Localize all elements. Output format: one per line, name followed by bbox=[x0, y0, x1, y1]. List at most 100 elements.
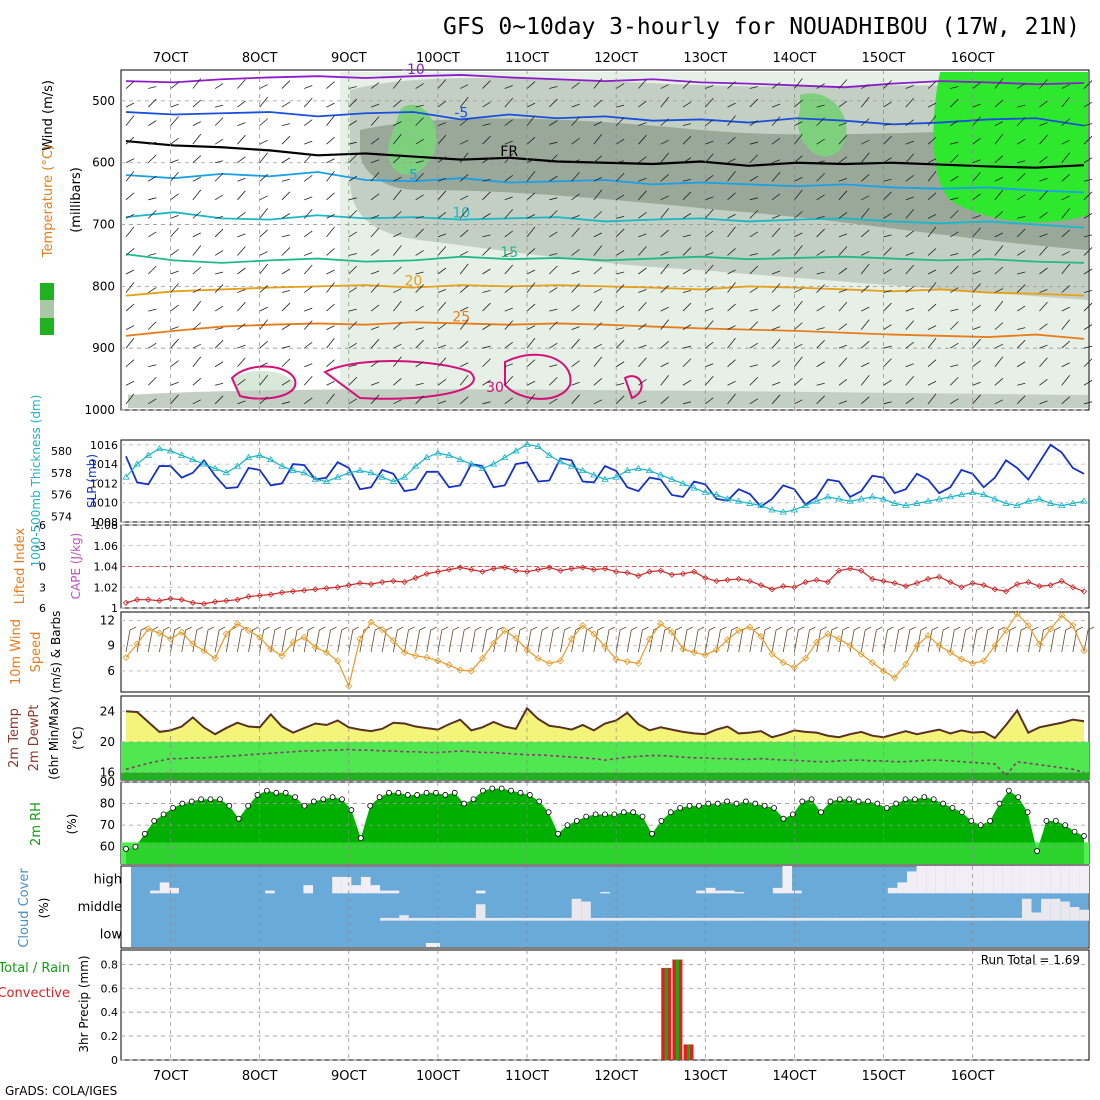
rh2m-point bbox=[686, 802, 693, 809]
cape-mark bbox=[490, 565, 497, 572]
cloud-high-bar bbox=[159, 882, 170, 894]
cloud-middle-bar bbox=[677, 917, 687, 921]
cloud-high-bar bbox=[705, 887, 716, 894]
wind-speed-mark bbox=[300, 633, 308, 641]
ylabel-thickness: 1000-500mb Thickness (dm) bbox=[29, 395, 43, 568]
isotherm-label--5: -5 bbox=[454, 105, 468, 121]
cape-mark bbox=[200, 600, 208, 607]
thickness-mark bbox=[289, 466, 297, 474]
isotherm-label-30: 30 bbox=[486, 380, 504, 396]
thickness-mark bbox=[423, 453, 431, 460]
cloud-middle-bar bbox=[514, 917, 524, 921]
rh2m-point bbox=[536, 798, 543, 805]
rh2m-point bbox=[170, 804, 176, 811]
rh2m-point bbox=[367, 802, 374, 809]
credit-label: GrADS: COLA/IGES bbox=[5, 1084, 117, 1098]
cloud-middle-bar bbox=[1021, 898, 1032, 921]
rh2m-point bbox=[217, 796, 223, 803]
rh2m-point bbox=[883, 804, 890, 811]
thickness-mark bbox=[957, 490, 966, 498]
x-tick-bottom-8OCT: 8OCT bbox=[242, 1069, 278, 1084]
wind-speed-mark bbox=[857, 650, 865, 658]
cloud-middle-bar bbox=[763, 917, 773, 921]
ylabel-wind-speed: Speed bbox=[29, 632, 44, 673]
rh2m-point bbox=[818, 809, 824, 816]
x-tick-top-9OCT: 9OCT bbox=[331, 51, 367, 66]
thickness-mark bbox=[122, 473, 130, 480]
cloud-middle-bar bbox=[772, 917, 783, 921]
cloud-middle-bar bbox=[993, 917, 1003, 921]
cloud-high-bar bbox=[887, 887, 898, 894]
rh2m-point bbox=[1062, 822, 1069, 829]
thickness-mark bbox=[445, 451, 453, 458]
cloud-high-bar bbox=[983, 866, 994, 894]
thickness-mark bbox=[790, 506, 799, 513]
isotherm-5 bbox=[125, 171, 1085, 194]
wind-speed-mark bbox=[512, 634, 520, 642]
cape-mark bbox=[713, 577, 720, 585]
cloud-high-bar bbox=[954, 866, 965, 894]
cloud-high-bar bbox=[150, 890, 160, 894]
cape-mark bbox=[947, 578, 954, 586]
isotherm-10 bbox=[125, 211, 1085, 229]
thickness-mark bbox=[679, 479, 687, 487]
cloud-high-bar bbox=[360, 876, 371, 894]
cloud-high-bar bbox=[935, 866, 946, 894]
rh2m-point bbox=[912, 796, 918, 803]
cloud-middle-bar bbox=[475, 904, 486, 921]
cloud-middle-bar bbox=[466, 917, 476, 921]
thickness-mark bbox=[690, 484, 698, 491]
ylabel-10m-wind: 10m Wind bbox=[9, 619, 24, 685]
cape-mark bbox=[813, 576, 820, 584]
panel-frame-6 bbox=[120, 865, 1090, 949]
cape-mark bbox=[769, 586, 776, 593]
cape-mark bbox=[657, 567, 664, 574]
rh2m-point bbox=[310, 798, 317, 805]
thickness-mark bbox=[1002, 499, 1010, 506]
ylabel-slp: SLP (mb) bbox=[85, 454, 99, 508]
cape-mark bbox=[189, 599, 196, 606]
thickness-mark bbox=[389, 477, 398, 484]
rh2m-point bbox=[395, 789, 402, 796]
y-tick-rh2m-90: 90 bbox=[100, 775, 115, 789]
rh2m-point bbox=[1034, 848, 1040, 854]
wind-speed-mark bbox=[813, 638, 821, 646]
cape-mark bbox=[824, 578, 831, 586]
cloud-high-bar bbox=[1050, 866, 1061, 894]
y-tick-cloud-low: low bbox=[100, 927, 123, 942]
wind-speed-mark bbox=[980, 657, 988, 665]
cloud-middle-bar bbox=[782, 917, 793, 921]
rh2m-point bbox=[179, 800, 186, 807]
cloud-middle-bar bbox=[916, 917, 927, 921]
y-tick-rh2m-80: 80 bbox=[100, 797, 115, 811]
series-wind-speed bbox=[125, 612, 1085, 688]
rh2m-point bbox=[320, 796, 327, 803]
cloud-middle-bar bbox=[792, 917, 802, 921]
isotherm-30-contours bbox=[230, 353, 643, 400]
ylabel-lifted-index: Lifted Index bbox=[13, 527, 28, 604]
thickness-mark bbox=[846, 497, 854, 504]
cape-mark bbox=[835, 567, 842, 574]
cape-mark bbox=[345, 582, 352, 589]
rh2m-point bbox=[1081, 833, 1087, 839]
wind-speed-mark bbox=[423, 653, 431, 662]
wind-speed-mark bbox=[122, 653, 130, 662]
thickness-mark bbox=[645, 466, 654, 474]
thickness-mark bbox=[746, 499, 754, 506]
wind-speed-mark bbox=[590, 630, 598, 638]
x-tick-top-7OCT: 7OCT bbox=[153, 51, 189, 66]
rh2m-point bbox=[987, 817, 993, 824]
isotherm-label-5: 5 bbox=[409, 167, 418, 183]
cape-mark bbox=[134, 596, 141, 603]
rh2m-point bbox=[865, 798, 871, 805]
cloud-middle-bar bbox=[686, 917, 697, 921]
rh2m-point bbox=[611, 811, 618, 818]
y-tick-li--3: -3 bbox=[35, 540, 46, 553]
cape-mark bbox=[468, 566, 475, 573]
cloud-high-bar bbox=[351, 885, 361, 894]
rh2m-point bbox=[808, 796, 815, 803]
wind-speed-mark bbox=[568, 635, 576, 643]
thickness-mark bbox=[612, 473, 620, 480]
wind-speed-mark bbox=[1080, 647, 1088, 655]
cape-mark bbox=[379, 578, 386, 586]
